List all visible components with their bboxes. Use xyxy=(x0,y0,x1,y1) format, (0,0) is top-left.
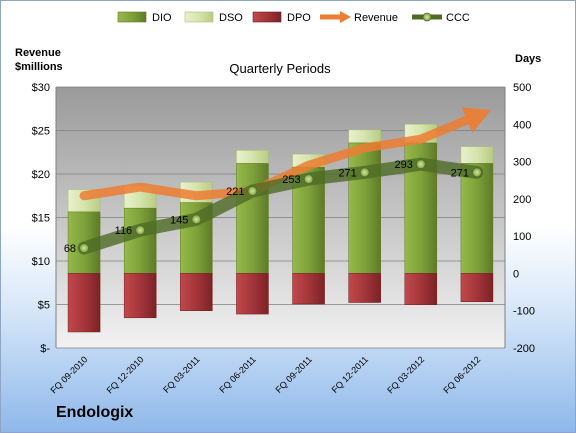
left-tick-label: $15 xyxy=(32,213,50,225)
ccc-point xyxy=(135,225,146,236)
bar-dpo xyxy=(180,273,213,311)
legend-label-revenue: Revenue xyxy=(354,12,398,24)
right-tick-label: 300 xyxy=(513,157,531,169)
category-label: FQ 03-2011 xyxy=(161,354,202,395)
ccc-data-label: 221 xyxy=(226,186,244,198)
bar-dio xyxy=(460,163,494,274)
left-tick-label: $25 xyxy=(32,126,50,138)
chart-title: Quarterly Periods xyxy=(229,61,331,76)
category-label: FQ 09-2010 xyxy=(48,354,89,395)
left-axis-title-line2: $millions xyxy=(15,61,63,73)
left-axis-title-line1: Revenue xyxy=(15,47,61,59)
bar-dpo xyxy=(67,273,101,333)
legend-label-dso: DSO xyxy=(219,12,243,24)
bar-dso xyxy=(348,129,381,144)
bar-dio xyxy=(348,142,381,274)
legend-label-dio: DIO xyxy=(152,12,172,24)
bar-dso xyxy=(236,150,269,164)
legend-swatch-dso xyxy=(184,11,214,23)
ccc-point xyxy=(359,167,370,178)
right-tick-label: 500 xyxy=(513,82,531,94)
legend-swatch-revenue-head xyxy=(340,11,351,23)
legend-swatch-dpo xyxy=(252,11,282,23)
bar-dpo xyxy=(348,273,381,303)
ccc-data-label: 271 xyxy=(338,167,356,179)
category-label: FQ 12-2010 xyxy=(105,354,146,395)
ccc-data-label: 253 xyxy=(282,174,300,186)
right-tick-label: 400 xyxy=(513,119,531,131)
ccc-data-label: 68 xyxy=(64,243,76,255)
bar-dio xyxy=(123,207,157,274)
right-tick-label: 0 xyxy=(513,268,519,280)
legend-label-dpo: DPO xyxy=(287,12,311,24)
ccc-point xyxy=(191,214,202,225)
left-tick-label: $20 xyxy=(32,169,50,181)
bar-dpo xyxy=(292,273,325,305)
bar-dpo xyxy=(460,273,494,303)
ccc-data-label: 293 xyxy=(394,159,412,171)
right-tick-label: -100 xyxy=(513,306,535,318)
left-tick-label: $30 xyxy=(32,82,50,94)
legend-swatch-dio xyxy=(117,11,147,23)
left-tick-label: $5 xyxy=(38,300,50,312)
left-tick-label: $10 xyxy=(32,256,50,268)
bar-dpo xyxy=(236,273,269,315)
ccc-point xyxy=(247,186,258,196)
ccc-data-label: 271 xyxy=(451,167,469,179)
category-label: FQ 12-2011 xyxy=(330,354,371,395)
ccc-point xyxy=(472,167,482,178)
bar-dpo xyxy=(123,273,157,319)
category-label: FQ 06-2011 xyxy=(217,354,258,395)
left-axis-title: Revenue $millions xyxy=(15,46,63,74)
ccc-data-label: 116 xyxy=(115,225,133,237)
category-label: FQ 06-2012 xyxy=(441,354,482,395)
ccc-data-label: 145 xyxy=(170,214,188,226)
ccc-point xyxy=(79,243,89,253)
category-label: FQ 03-2012 xyxy=(385,354,426,395)
ccc-line xyxy=(77,157,484,255)
company-name: Endologix xyxy=(56,404,134,421)
bar-dio xyxy=(236,163,269,274)
category-label: FQ 09-2011 xyxy=(273,354,314,395)
left-tick-label: $- xyxy=(40,343,50,355)
ccc-point xyxy=(303,174,314,184)
ccc-point xyxy=(415,159,426,170)
revenue-arrowhead xyxy=(461,107,491,133)
right-tick-label: -200 xyxy=(513,343,535,355)
bar-dpo xyxy=(404,273,438,305)
right-tick-label: 200 xyxy=(513,194,531,206)
bar-dso xyxy=(460,146,494,164)
legend-swatch-ccc-point xyxy=(422,12,432,22)
legend-label-ccc: CCC xyxy=(446,12,470,24)
right-tick-label: 100 xyxy=(513,231,531,243)
revenue-line xyxy=(79,115,472,201)
right-axis-title: Days xyxy=(515,53,542,65)
